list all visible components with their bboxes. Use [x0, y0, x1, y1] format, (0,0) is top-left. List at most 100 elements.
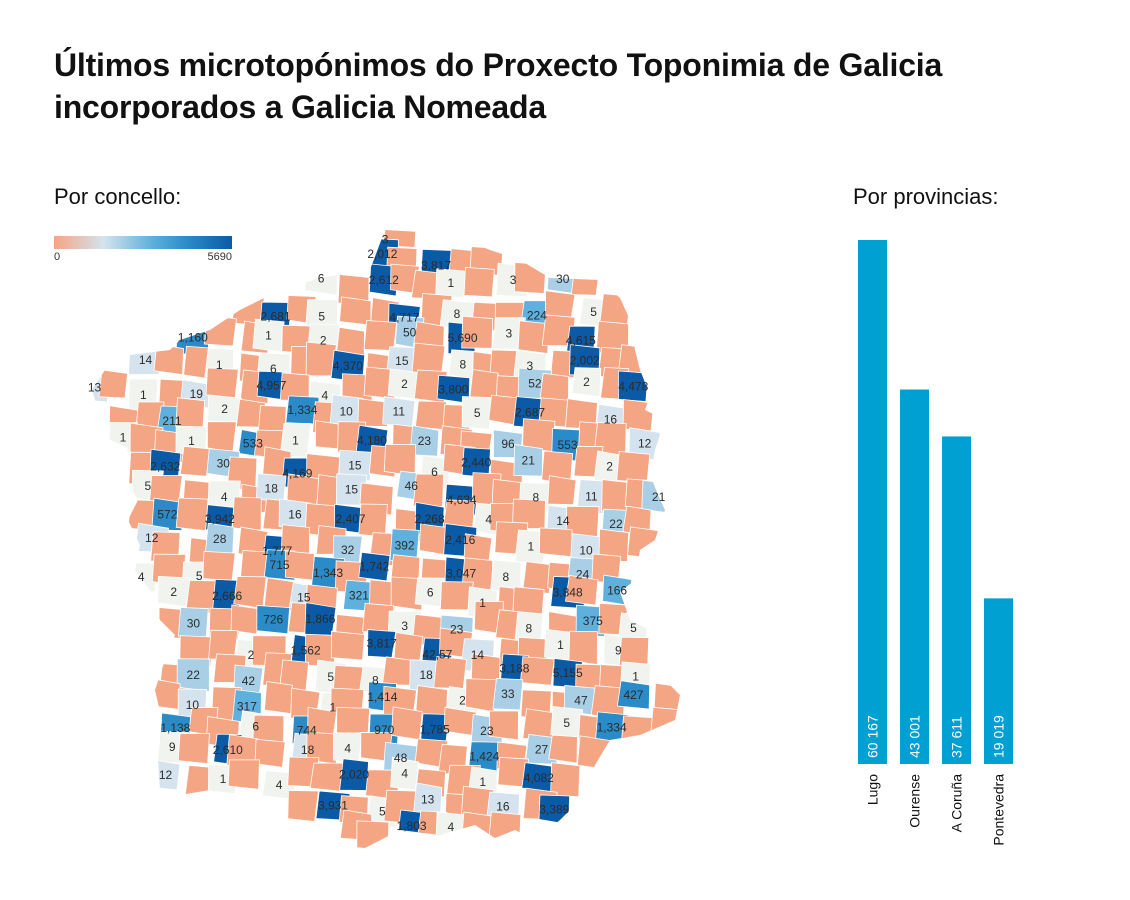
municipality-value-label: 8 [460, 358, 467, 372]
municipality-region [492, 678, 524, 711]
municipality-value-label: 1 [120, 431, 127, 445]
municipality-region [231, 496, 262, 531]
municipality-value-label: 2 [459, 694, 466, 708]
municipality-value-label: 16 [288, 507, 302, 521]
municipality-value-label: 1,334 [597, 721, 627, 735]
municipality-value-label: 4,082 [524, 771, 554, 785]
municipality-value-label: 1 [557, 638, 564, 652]
municipality-value-label: 22 [187, 668, 201, 682]
municipality-value-label: 2,681 [261, 310, 291, 324]
municipality-value-label: 10 [579, 544, 593, 558]
municipality-region [547, 475, 577, 506]
municipality-value-label: 715 [270, 558, 290, 572]
municipality-value-label: 5 [590, 305, 597, 319]
municipality-region [153, 343, 185, 376]
municipality-value-label: 553 [558, 438, 578, 452]
bar-value-label: 19 019 [991, 715, 1007, 758]
bar-value-label: 43 001 [907, 715, 923, 758]
municipality-region [383, 443, 416, 477]
municipality-value-label: 3 [527, 359, 534, 373]
municipality-value-label: 2,666 [212, 589, 242, 603]
municipality-region [206, 421, 237, 454]
municipality-region [202, 550, 236, 582]
municipality-region [616, 680, 651, 710]
municipality-value-label: 321 [349, 589, 369, 603]
municipality-value-label: 6 [318, 271, 325, 285]
municipality-value-label: 970 [374, 723, 394, 737]
municipality-value-label: 3,800 [438, 382, 468, 396]
municipality-value-label: 1 [479, 596, 486, 610]
municipality-value-label: 13 [88, 380, 102, 394]
municipality-region [461, 315, 494, 349]
municipality-value-label: 2 [583, 375, 590, 389]
municipality-region [227, 759, 260, 790]
municipality-value-label: 46 [405, 479, 419, 493]
municipality-value-label: 18 [419, 668, 433, 682]
municipality-value-label: 1 [479, 775, 486, 789]
municipality-value-label: 3,942 [205, 512, 235, 526]
municipality-value-label: 2,407 [336, 512, 366, 526]
municipality-region [177, 733, 210, 765]
municipality-value-label: 1 [140, 388, 147, 402]
municipality-region [358, 551, 391, 582]
bar-pontevedra [984, 598, 1013, 764]
municipality-region [176, 658, 210, 692]
municipality-region [330, 630, 365, 661]
municipality-region [263, 681, 293, 715]
municipality-value-label: 1 [448, 276, 455, 290]
color-legend: 0 5690 [54, 236, 232, 263]
municipality-value-label: 572 [157, 507, 177, 521]
municipality-value-label: 2,687 [515, 406, 545, 420]
municipality-region [565, 574, 599, 606]
municipality-value-label: 1,777 [262, 544, 292, 558]
municipality-value-label: 427 [623, 688, 643, 702]
municipality-value-label: 3 [401, 619, 408, 633]
municipality-value-label: 5 [474, 406, 481, 420]
municipality-value-label: 1 [330, 700, 337, 714]
municipality-value-label: 744 [297, 724, 317, 738]
municipality-value-label: 5 [379, 805, 386, 819]
municipality-value-label: 3 [505, 327, 512, 341]
municipality-region [411, 342, 446, 374]
municipality-value-label: 27 [535, 742, 549, 756]
municipality-value-label: 42,57 [422, 647, 452, 661]
municipality-region [179, 445, 211, 477]
municipality-region [98, 369, 129, 399]
bar-marks: 60 167 Lugo 43 001 Ourense 37 611 A Coruña 19 … [858, 240, 1013, 846]
municipality-value-label: 15 [395, 354, 409, 368]
municipality-region [548, 734, 578, 764]
legend-color-scale [54, 236, 232, 249]
municipality-value-label: 10 [340, 404, 354, 418]
municipality-value-label: 10 [186, 698, 200, 712]
municipality-value-label: 1,334 [287, 403, 317, 417]
municipality-value-label: 317 [237, 699, 257, 713]
municipality-region [539, 527, 573, 558]
municipality-value-label: 28 [213, 532, 227, 546]
municipality-value-label: 1,160 [178, 330, 208, 344]
municipality-value-label: 22 [609, 517, 623, 531]
municipality-value-label: 8 [532, 490, 539, 504]
municipality-value-label: 96 [501, 437, 515, 451]
title-line-1: Últimos microtopónimos do Proxecto Topon… [54, 47, 943, 83]
municipality-region [390, 576, 423, 611]
municipality-region [550, 762, 581, 798]
municipality-region [175, 497, 209, 532]
municipality-value-label: 211 [162, 414, 181, 428]
municipality-value-label: 4 [322, 389, 329, 403]
bar-category-label: Pontevedra [991, 774, 1007, 846]
bar-value-label: 37 611 [949, 716, 965, 758]
municipality-value-label: 23 [480, 724, 494, 738]
municipality-value-label: 8 [503, 570, 510, 584]
municipality-value-label: 5 [327, 670, 334, 684]
municipality-value-label: 3,931 [318, 799, 348, 813]
municipality-value-label: 1 [220, 772, 227, 786]
municipality-value-label: 5 [563, 716, 570, 730]
municipality-value-label: 2 [401, 377, 408, 391]
municipality-region [357, 398, 390, 427]
municipality-value-label: 23 [450, 623, 464, 637]
municipality-region [252, 318, 285, 353]
municipality-value-label: 2,012 [367, 247, 397, 261]
municipality-region [356, 820, 390, 848]
municipality-value-label: 12 [145, 531, 159, 545]
municipality-region [571, 367, 602, 397]
